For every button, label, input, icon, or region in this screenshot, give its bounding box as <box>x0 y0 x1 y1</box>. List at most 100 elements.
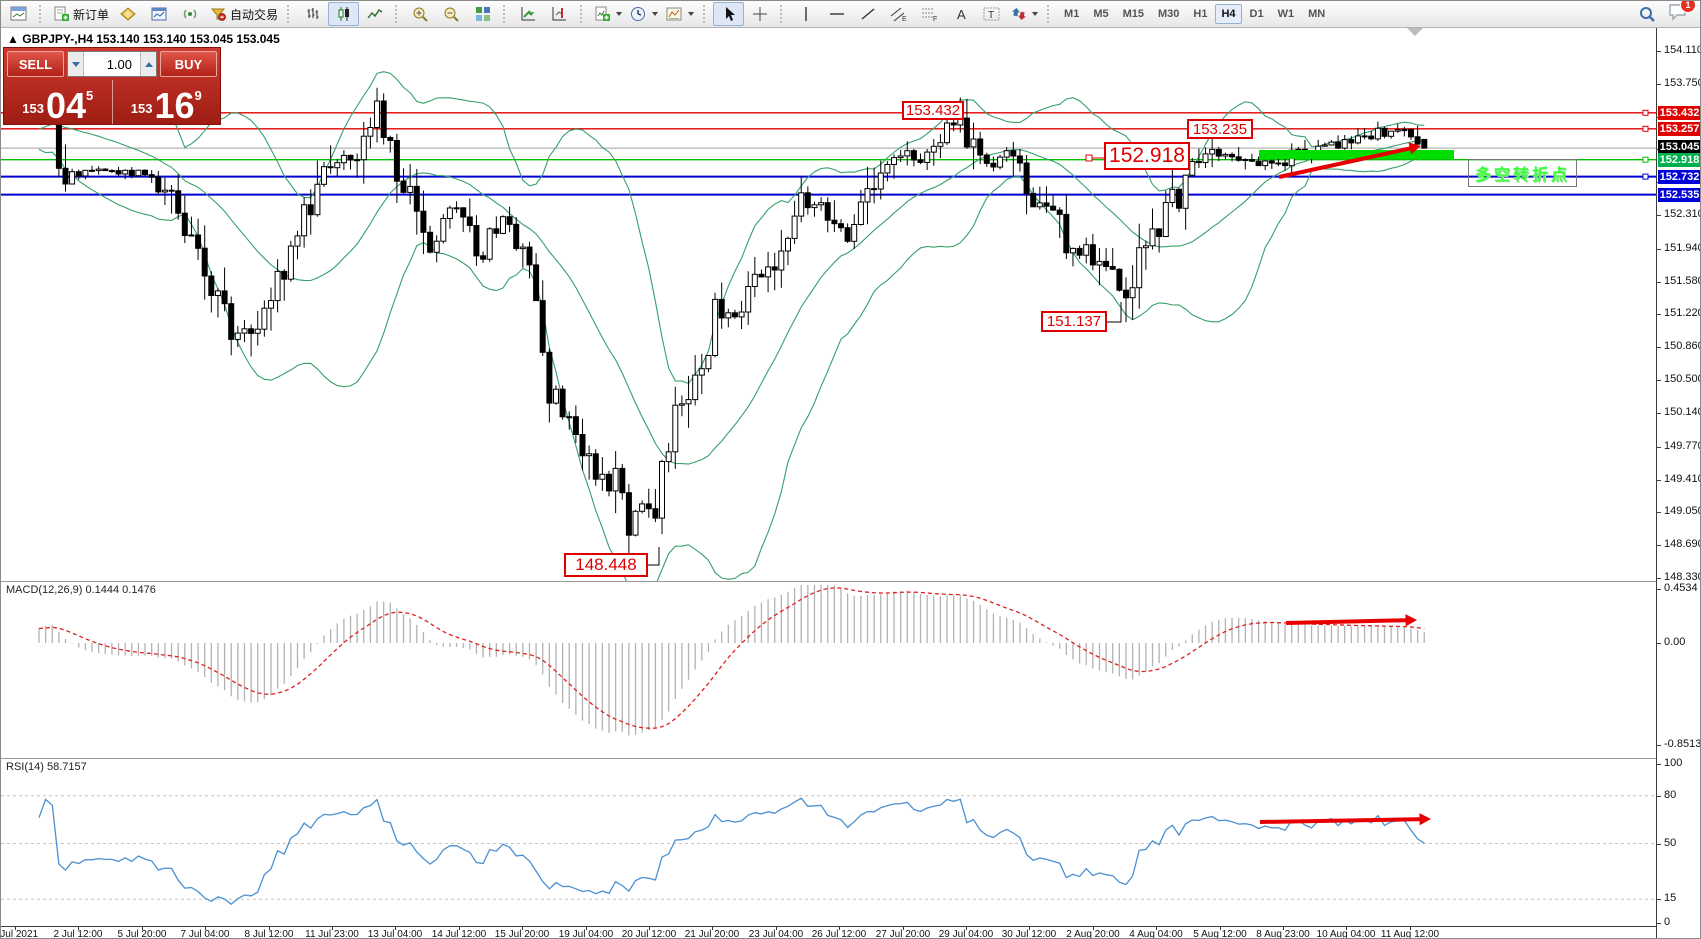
volume-increase-button[interactable] <box>140 52 156 76</box>
price-chart-canvas[interactable] <box>1 28 1656 581</box>
price-axis-label: 149.050 <box>1664 505 1701 517</box>
buy-button[interactable]: BUY <box>160 51 217 77</box>
time-tick <box>459 927 460 930</box>
price-tag: 153.257 <box>1658 122 1700 136</box>
price-annotation-label[interactable]: 152.918 <box>1104 142 1190 170</box>
time-axis-label: 19 Jul 04:00 <box>558 929 614 939</box>
price-annotation-label[interactable]: 151.137 <box>1041 311 1107 332</box>
timeframe-m1[interactable]: M1 <box>1064 8 1080 20</box>
equidistant-channel-button[interactable]: E <box>883 2 914 26</box>
sell-button[interactable]: SELL <box>7 51 64 77</box>
notifications-button[interactable]: 1 <box>1668 1 1696 26</box>
rsi-axis-label: 0 <box>1664 916 1671 928</box>
indicators-button[interactable] <box>590 2 626 26</box>
collapse-triangle-icon[interactable]: ▲ <box>7 32 19 46</box>
toolbar-grip <box>1047 5 1052 23</box>
time-axis-label: 8 Aug 23:00 <box>1256 929 1310 939</box>
toolbar-grip <box>503 5 508 23</box>
profiles-button[interactable] <box>144 2 175 26</box>
timeframe-m5[interactable]: M5 <box>1093 8 1109 20</box>
zoom-in-icon <box>413 7 428 22</box>
chart-area[interactable]: ▲ GBPJPY-,H4 153.140 153.140 153.045 153… <box>1 28 1701 939</box>
arrows-button[interactable] <box>1007 2 1042 26</box>
time-tick <box>142 927 143 930</box>
macd-pane-canvas[interactable] <box>1 581 1656 758</box>
chart-note-label[interactable]: 多空转折点 <box>1468 159 1578 187</box>
search-icon[interactable] <box>1638 5 1656 23</box>
timeframe-w1[interactable]: W1 <box>1277 8 1295 20</box>
bar-chart-button[interactable] <box>297 2 328 26</box>
channel-icon: E <box>890 7 907 22</box>
volume-decrease-button[interactable] <box>68 52 84 76</box>
volume-stepper: 1.00 <box>67 51 157 77</box>
market-watch-button[interactable] <box>3 2 34 26</box>
horizontal-line-button[interactable] <box>821 2 852 26</box>
timeframe-d1[interactable]: D1 <box>1249 8 1264 20</box>
tile-windows-button[interactable] <box>467 2 498 26</box>
rsi-axis-label: 100 <box>1664 757 1683 769</box>
price-annotation-label[interactable]: 153.432 <box>902 101 964 120</box>
time-tick <box>839 927 840 930</box>
crosshair-button[interactable] <box>744 2 775 26</box>
timeframe-h1[interactable]: H1 <box>1193 8 1208 20</box>
price-annotation-label[interactable]: 148.448 <box>564 553 648 577</box>
time-axis-label: 29 Jul 04:00 <box>938 929 994 939</box>
line-chart-button[interactable] <box>359 2 390 26</box>
pane-splitter[interactable] <box>1 581 1656 582</box>
timeframe-mn[interactable]: MN <box>1308 8 1326 20</box>
rsi-pane-canvas[interactable] <box>1 758 1656 926</box>
styler-button[interactable] <box>113 2 144 26</box>
cursor-button[interactable] <box>713 2 745 26</box>
sell-price-display[interactable]: 153 04 5 <box>4 80 112 124</box>
arrow-objects-icon <box>1012 8 1026 20</box>
time-axis-label: 8 Jul 12:00 <box>244 929 294 939</box>
zoom-out-button[interactable] <box>436 2 467 26</box>
level-handle <box>1642 109 1649 116</box>
vertical-line-button[interactable] <box>790 2 821 26</box>
signals-button[interactable] <box>175 2 206 26</box>
auto-scroll-button[interactable] <box>513 2 544 26</box>
new-order-icon <box>54 6 69 21</box>
candlestick-chart-button[interactable] <box>328 2 360 26</box>
time-tick <box>586 927 587 930</box>
price-axis[interactable]: 154.110153.750153.390153.030152.670152.3… <box>1656 28 1701 938</box>
vertical-line-icon <box>804 7 807 21</box>
buy-price-point: 9 <box>194 88 202 103</box>
axis-tick <box>1657 314 1661 315</box>
price-tag: 153.432 <box>1658 106 1700 120</box>
templates-button[interactable] <box>662 2 698 26</box>
time-axis-label: 11 Jul 23:00 <box>305 929 359 939</box>
price-axis-label: 149.410 <box>1664 473 1701 485</box>
chevron-down-icon <box>652 12 659 16</box>
price-annotation-label[interactable]: 153.235 <box>1187 119 1253 139</box>
text-button[interactable]: A <box>945 2 976 26</box>
time-axis-label: 2 Jul 12:00 <box>53 929 103 939</box>
trendline-button[interactable] <box>852 2 883 26</box>
price-tag: 152.918 <box>1658 153 1700 167</box>
time-axis[interactable]: 1 Jul 2021 2 Jul 12:00 5 Jul 20:00 7 Jul 04… <box>1 926 1656 939</box>
text-label-button[interactable]: T <box>976 2 1007 26</box>
volume-input[interactable]: 1.00 <box>106 56 132 72</box>
timeframe-m15[interactable]: M15 <box>1122 8 1144 20</box>
pane-splitter[interactable] <box>1 758 1656 759</box>
axis-tick <box>1657 413 1661 414</box>
axis-tick <box>1657 844 1661 845</box>
candlestick-chart-icon <box>338 7 349 21</box>
new-order-button[interactable]: 新订单 <box>49 2 113 26</box>
buy-price-pips: 16 <box>154 85 195 126</box>
axis-tick <box>1657 282 1661 283</box>
fibonacci-button[interactable]: F <box>914 2 945 26</box>
chevron-down-icon <box>688 12 695 16</box>
chart-shift-button[interactable] <box>544 2 575 26</box>
timeframe-m30[interactable]: M30 <box>1158 8 1180 20</box>
axis-tick <box>1657 84 1661 85</box>
autotrade-button[interactable]: 自动交易 <box>206 2 282 26</box>
periods-button[interactable] <box>626 2 662 26</box>
axis-tick <box>1657 745 1661 746</box>
chart-shift-marker[interactable] <box>1407 28 1423 36</box>
timeframe-h4[interactable]: H4 <box>1215 4 1242 24</box>
zoom-in-button[interactable] <box>405 2 436 26</box>
buy-price-display[interactable]: 153 16 9 <box>111 80 221 126</box>
time-tick <box>1283 927 1284 930</box>
timeframe-group: M1 M5 M15 M30 H1 H4 D1 W1 MN <box>1057 4 1332 24</box>
